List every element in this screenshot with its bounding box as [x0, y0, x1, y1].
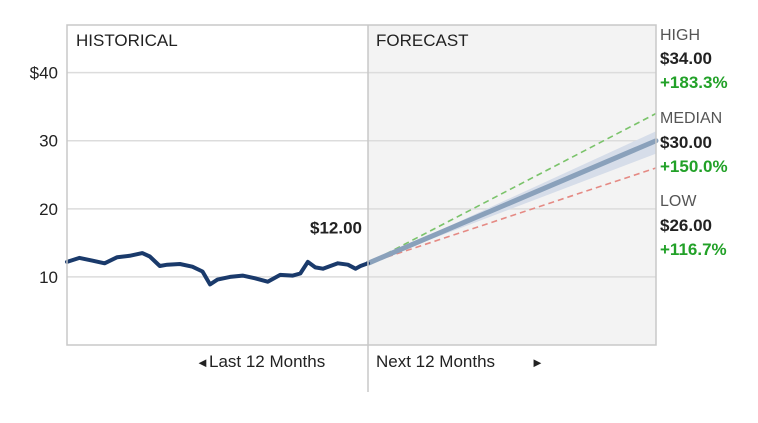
next-12-months-label: Next 12 Months [376, 352, 495, 371]
historical-label: HISTORICAL [76, 31, 178, 50]
forecast-low-line [367, 167, 657, 265]
right-arrow-icon: ► [531, 355, 544, 370]
last-12-months-label: Last 12 Months [209, 352, 325, 371]
high-change: +183.3% [660, 73, 728, 92]
high-label: HIGH [660, 27, 700, 44]
forecast-median-line [365, 138, 659, 266]
current-price-label: $12.00 [310, 218, 362, 237]
y-tick-label: 10 [39, 268, 58, 287]
high-value: $34.00 [660, 49, 712, 68]
forecast-label: FORECAST [376, 31, 469, 50]
low-value: $26.00 [660, 216, 712, 235]
forecast-high-line [367, 112, 657, 265]
historical-price-line [65, 251, 370, 287]
median-label: MEDIAN [660, 110, 722, 127]
left-arrow-icon: ◄ [196, 355, 209, 370]
y-tick-label: 20 [39, 200, 58, 219]
y-axis-ticks: $40 30 20 10 [30, 64, 58, 287]
low-label: LOW [660, 193, 697, 210]
median-value: $30.00 [660, 133, 712, 152]
forecast-lines [365, 112, 659, 266]
historical-panel [67, 25, 368, 345]
y-tick-label: $40 [30, 64, 58, 83]
chart-frame [66, 24, 657, 392]
forecast-summary: HIGH $34.00 +183.3% MEDIAN $30.00 +150.0… [660, 27, 728, 259]
plot-border [66, 24, 657, 346]
forecast-panel [368, 25, 656, 345]
low-change: +116.7% [660, 240, 727, 259]
median-change: +150.0% [660, 157, 728, 176]
gridlines [67, 71, 656, 278]
y-tick-label: 30 [39, 132, 58, 151]
